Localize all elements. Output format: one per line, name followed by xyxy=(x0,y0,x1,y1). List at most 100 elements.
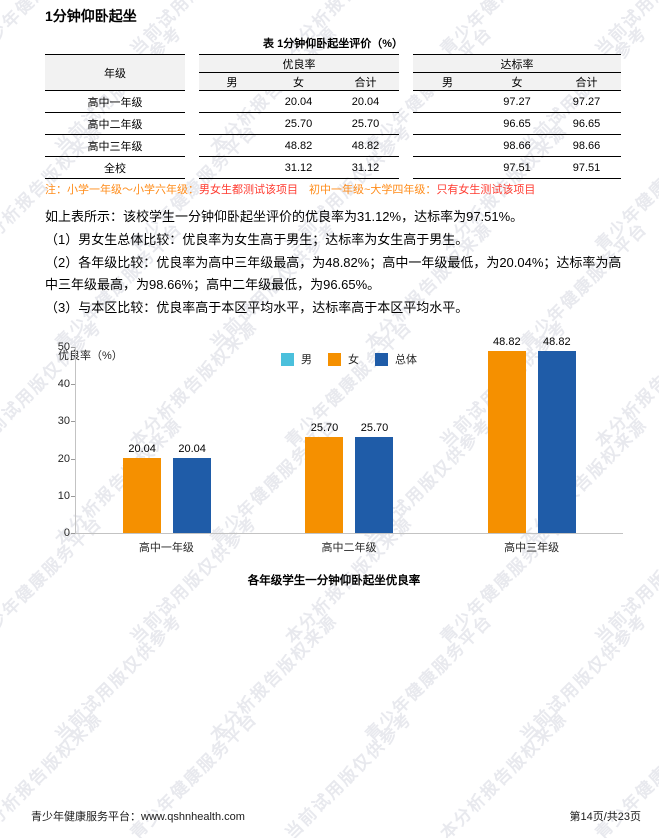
legend-item: 总体 xyxy=(375,351,417,367)
table-cell: 98.66 xyxy=(482,134,552,157)
table-cell: 48.82 xyxy=(332,134,399,157)
evaluation-table: 年级 优良率 达标率 男 女 合计 男 女 合计 高中一 xyxy=(45,54,621,179)
legend-swatch xyxy=(328,352,341,366)
chart-bar: 25.70 xyxy=(305,422,344,533)
table-cell: 97.51 xyxy=(552,156,621,179)
bar-group: 20.04 20.04 xyxy=(123,347,212,533)
note-segment: 注：小学一年级～小学六年级： xyxy=(45,184,199,196)
table-cell xyxy=(199,112,265,135)
analysis-paragraph: （2）各年级比较：优良率为高中三年级最高，为48.82%；高中一年级最低，为20… xyxy=(45,255,622,292)
table-note: 注：小学一年级～小学六年级：男女生都测试该项目 初中一年级~大学四年级：只有女生… xyxy=(45,183,621,197)
table-cell xyxy=(413,156,482,179)
note-segment: 只有女生测试该项目 xyxy=(436,184,536,196)
analysis-paragraph: 如上表所示：该校学生一分钟仰卧起坐评价的优良率为31.12%，达标率为97.51… xyxy=(45,209,524,224)
table-cell: 高中三年级 xyxy=(45,134,185,157)
chart-bar: 48.82 xyxy=(537,336,576,533)
table-caption: 表 1分钟仰卧起坐评价（%） xyxy=(263,38,403,50)
table-gap xyxy=(185,113,199,135)
bar-value-label: 20.04 xyxy=(178,443,206,456)
table-body: 高中一年级 20.04 20.04 97.27 97.27 高中二年级 25.70 25.70… xyxy=(45,90,621,179)
table-row: 高中二年级 25.70 25.70 96.65 96.65 xyxy=(45,112,621,135)
table-gap xyxy=(399,157,413,179)
table-gap xyxy=(185,157,199,179)
table-cell: 25.70 xyxy=(265,112,332,135)
chart-plot: 0 10 20 30 40 50 20.04 20.04 25.70 25.70 48.82 48.8… xyxy=(58,336,623,539)
col-header-grade: 年级 xyxy=(45,54,185,91)
table-cell: 31.12 xyxy=(265,156,332,179)
footer-site-text: 青少年健康服务平台：www.qshnhealth.com xyxy=(31,811,245,823)
y-axis-tick-label: 40 xyxy=(57,378,70,391)
table-cell: 31.12 xyxy=(332,156,399,179)
y-axis-tick-mark xyxy=(71,347,75,348)
table-gap xyxy=(399,91,413,113)
note-segment: 男女生都测试该项目 xyxy=(199,184,298,196)
bar-value-label: 25.70 xyxy=(360,422,389,435)
table-gap xyxy=(399,55,413,91)
table-cell: 96.65 xyxy=(552,112,621,135)
legend-item: 男 xyxy=(281,351,312,367)
bar-group: 25.70 25.70 xyxy=(305,347,394,533)
table-cell: 97.51 xyxy=(482,156,552,179)
chart-y-axis-label: 优良率（%） xyxy=(58,350,123,362)
table-cell: 98.66 xyxy=(552,134,621,157)
bar-value-label: 48.82 xyxy=(543,336,571,349)
table-cell: 全校 xyxy=(45,156,185,179)
page-footer: 青少年健康服务平台：www.qshnhealth.com 第14页/共23页 xyxy=(31,808,641,824)
x-axis-category-label: 高中二年级 xyxy=(321,542,377,554)
bar-value-label: 20.04 xyxy=(128,443,156,456)
analysis-paragraph: （1）男女生总体比较：优良率为女生高于男生；达标率为女生高于男生。 xyxy=(45,232,469,247)
table-cell: 97.27 xyxy=(482,90,552,113)
legend-label: 总体 xyxy=(395,354,417,366)
chart-bar: 48.82 xyxy=(487,336,526,533)
legend-label: 女 xyxy=(348,354,359,366)
footer-page-number: 第14页/共23页 xyxy=(569,811,641,823)
table-gap xyxy=(185,55,199,91)
table-cell xyxy=(413,112,482,135)
y-axis-tick-label: 20 xyxy=(57,452,70,465)
chart-x-axis-labels: 高中一年级 高中二年级 高中三年级 xyxy=(75,539,623,555)
col-header-male: 男 xyxy=(199,72,265,91)
table-gap xyxy=(399,135,413,157)
table-row: 高中三年级 48.82 48.82 98.66 98.66 xyxy=(45,134,621,157)
y-axis-tick-label: 10 xyxy=(57,489,70,502)
legend-label: 男 xyxy=(301,354,312,366)
table-cell: 20.04 xyxy=(265,90,332,113)
chart-bar: 20.04 xyxy=(173,443,212,533)
table-cell xyxy=(199,134,265,157)
table-gap xyxy=(185,135,199,157)
table-gap xyxy=(185,91,199,113)
chart-bar: 25.70 xyxy=(355,422,394,533)
table-cell: 48.82 xyxy=(265,134,332,157)
table-cell: 97.27 xyxy=(552,90,621,113)
table-cell: 高中二年级 xyxy=(45,112,185,135)
col-header-total: 合计 xyxy=(552,72,621,91)
legend-item: 女 xyxy=(328,351,359,367)
page-title: 1分钟仰卧起坐 xyxy=(45,8,137,24)
chart-title: 各年级学生一分钟仰卧起坐优良率 xyxy=(247,575,421,587)
col-group-excellent-rate: 优良率 xyxy=(199,54,399,73)
y-axis-tick-mark xyxy=(71,458,75,460)
col-header-female: 女 xyxy=(482,72,552,91)
y-axis-tick-mark xyxy=(71,533,75,534)
x-axis-category-label: 高中三年级 xyxy=(504,542,560,554)
legend-swatch xyxy=(281,352,294,366)
bar-group: 48.82 48.82 xyxy=(487,336,576,533)
col-header-male: 男 xyxy=(413,72,482,91)
table-cell xyxy=(199,156,265,179)
evaluation-table-section: 表 1分钟仰卧起坐评价（%） 年级 优良率 达标率 xyxy=(45,35,621,197)
excellent-rate-chart: 优良率（%） 男女总体 0 10 20 30 40 50 20.04 20.04 25.70 25… xyxy=(45,336,625,588)
col-header-female: 女 xyxy=(265,72,332,91)
table-cell: 25.70 xyxy=(332,112,399,135)
y-axis-tick-mark xyxy=(71,421,75,423)
table-cell: 96.65 xyxy=(482,112,552,135)
legend-swatch xyxy=(375,352,388,366)
chart-legend: 男 女 总体 xyxy=(281,351,417,367)
bar-value-label: 48.82 xyxy=(493,336,521,349)
y-axis-tick-label: 30 xyxy=(57,415,70,428)
table-cell: 高中一年级 xyxy=(45,90,185,113)
col-group-pass-rate: 达标率 xyxy=(413,54,621,73)
chart-bar: 20.04 xyxy=(123,443,162,533)
y-axis-tick-mark xyxy=(71,384,75,386)
